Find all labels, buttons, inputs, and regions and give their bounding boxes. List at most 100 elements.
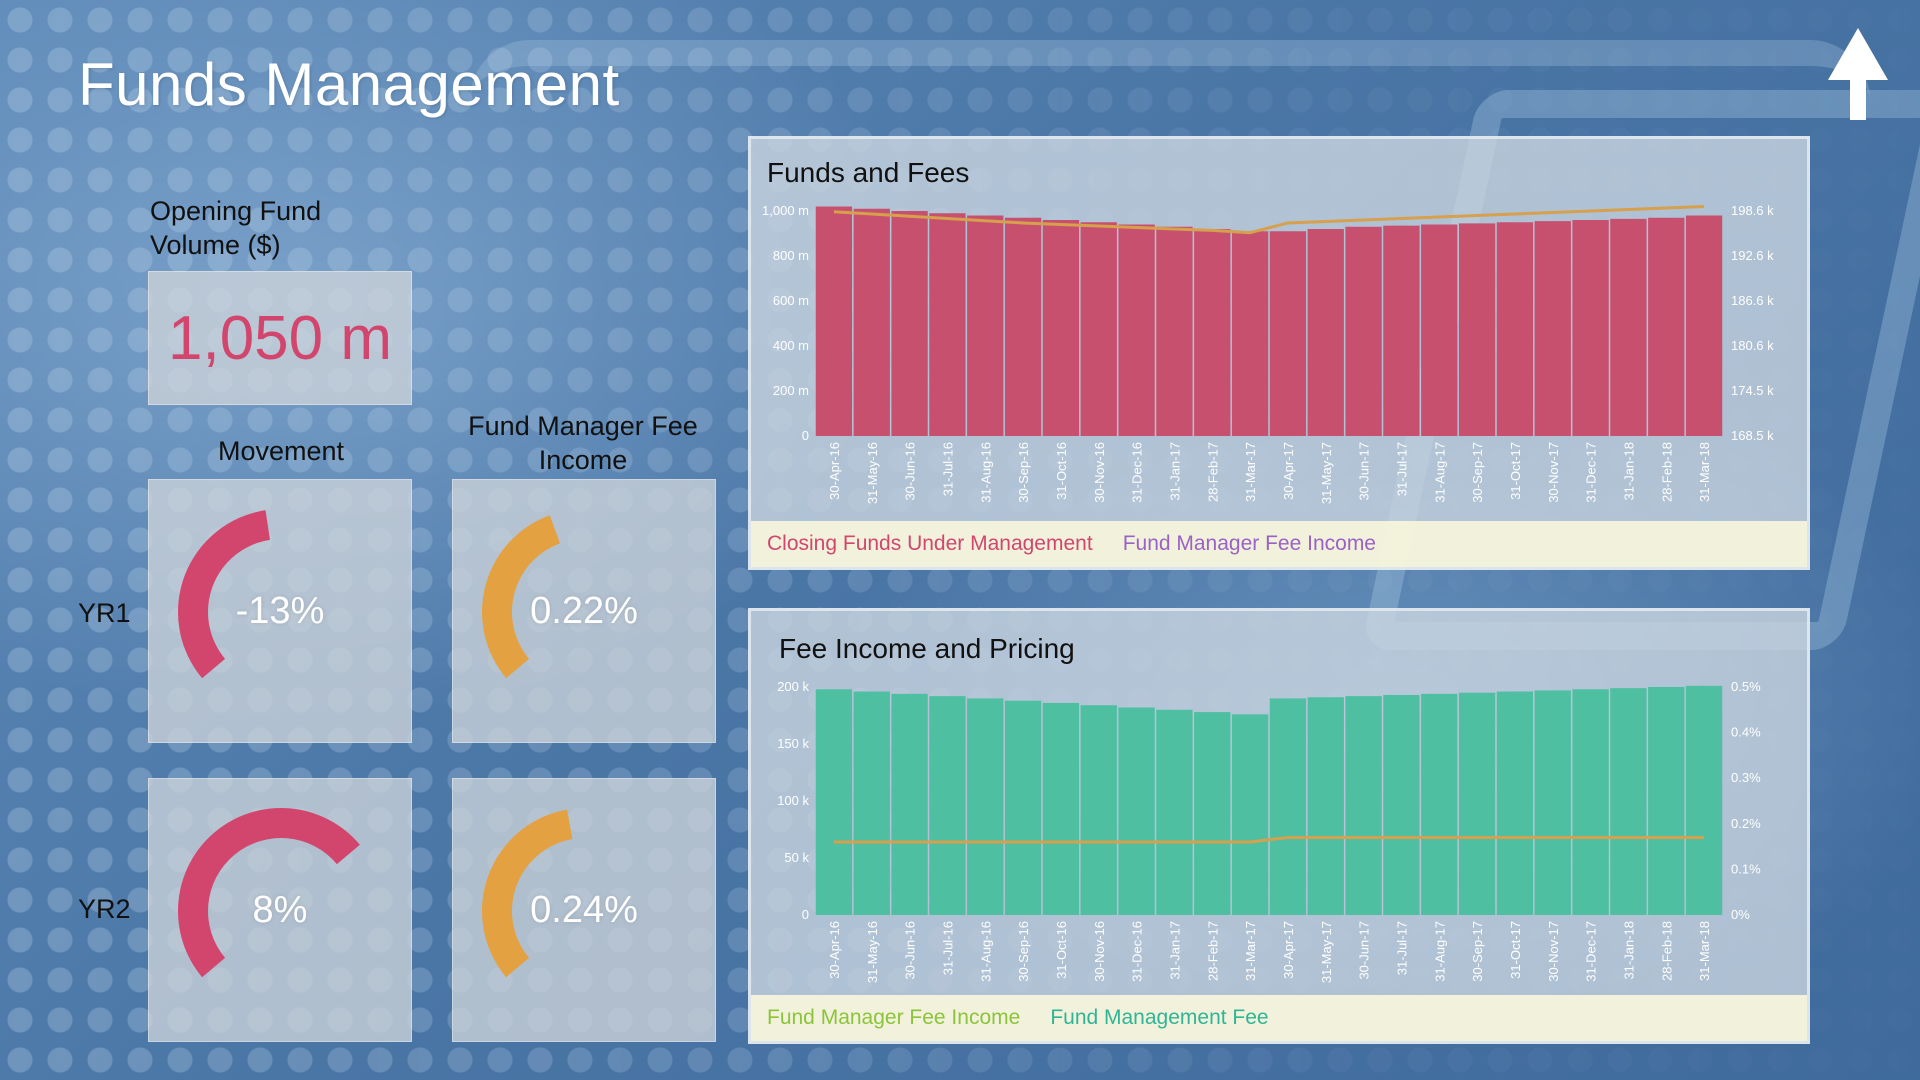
up-arrow-icon[interactable] (1826, 28, 1890, 120)
x-tick-label: 30-Jun-16 (903, 442, 918, 501)
y-tick-label: 100 k (777, 793, 809, 808)
legend-item[interactable]: Fund Manager Fee Income (767, 1006, 1021, 1029)
x-tick-label: 31-Oct-16 (1054, 921, 1069, 979)
bar[interactable] (1345, 696, 1382, 915)
y2-tick-label: 198.6 k (1731, 203, 1774, 218)
bar[interactable] (1269, 698, 1307, 915)
bar[interactable] (1004, 217, 1042, 436)
x-tick-label: 31-May-17 (1319, 921, 1334, 983)
x-tick-label: 31-May-17 (1319, 442, 1334, 504)
y2-tick-label: 180.6 k (1731, 338, 1774, 353)
x-tick-label: 31-Jan-18 (1621, 921, 1636, 980)
bar[interactable] (1648, 217, 1685, 436)
bar[interactable] (1648, 687, 1685, 915)
x-tick-label: 31-Aug-17 (1432, 442, 1447, 503)
bar[interactable] (853, 691, 890, 915)
bar[interactable] (1421, 693, 1458, 915)
bar[interactable] (929, 213, 966, 436)
bar[interactable] (1080, 222, 1117, 436)
bar[interactable] (1383, 694, 1420, 915)
bar[interactable] (1194, 712, 1231, 915)
x-tick-label: 31-Jul-17 (1394, 921, 1409, 975)
bar[interactable] (1307, 229, 1344, 436)
x-tick-label: 31-Oct-16 (1054, 442, 1069, 500)
movement-gauge-yr1[interactable]: -13% (148, 479, 412, 743)
bar[interactable] (1004, 700, 1042, 915)
funds-and-fees-panel[interactable]: 0 200 m 400 m 600 m 800 m 1,000 m 168.5 k 174.5… (748, 136, 1810, 570)
bar[interactable] (1118, 707, 1155, 915)
bar[interactable] (853, 208, 890, 436)
chart-legend: Closing Funds Under Management Fund Mana… (751, 521, 1807, 567)
bar[interactable] (1307, 697, 1344, 915)
bar[interactable] (1685, 215, 1723, 437)
x-tick-label: 30-Apr-17 (1281, 442, 1296, 500)
chart-legend: Fund Manager Fee Income Fund Management … (751, 995, 1807, 1041)
bar[interactable] (1080, 705, 1117, 915)
legend-item[interactable]: Fund Management Fee (1050, 1006, 1269, 1029)
x-tick-label: 30-Sep-16 (1016, 921, 1031, 982)
bar[interactable] (815, 206, 853, 437)
movement-gauge-arc (178, 808, 360, 978)
movement-gauge-value: -13% (235, 589, 325, 632)
movement-gauge-yr2[interactable]: 8% (148, 778, 412, 1042)
fee-income-and-pricing-panel[interactable]: 0 50 k 100 k 150 k 200 k 0% 0.1% 0.2% 0.3% 0.4% 0.… (748, 608, 1810, 1044)
x-tick-label: 28-Feb-17 (1205, 442, 1220, 502)
bar[interactable] (1156, 226, 1193, 436)
bar[interactable] (1156, 709, 1193, 915)
y2-tick-label: 168.5 k (1731, 428, 1774, 443)
background-decoration (470, 40, 1870, 300)
bar[interactable] (1118, 224, 1155, 437)
bar[interactable] (1194, 229, 1231, 436)
x-tick-label: 30-Nov-16 (1092, 921, 1107, 982)
bar[interactable] (1042, 220, 1080, 436)
fee-income-gauge-yr1[interactable]: 0.22% (452, 479, 716, 743)
bar[interactable] (1496, 691, 1534, 915)
x-tick-label: 30-Jun-17 (1357, 442, 1372, 501)
fee-income-label: Fund Manager Fee Income (468, 411, 698, 475)
chart-title: Funds and Fees (767, 157, 970, 188)
bar[interactable] (1231, 714, 1269, 915)
gauge-arc (482, 809, 573, 978)
bar[interactable] (1345, 226, 1382, 436)
bar[interactable] (815, 689, 853, 915)
bar[interactable] (1383, 225, 1420, 436)
y2-tick-label: 0.3% (1731, 770, 1761, 785)
opening-fund-volume-value: 1,050 m (167, 303, 393, 373)
bar[interactable] (1458, 692, 1496, 915)
bar[interactable] (891, 693, 928, 915)
x-tick-label: 31-Mar-17 (1243, 921, 1258, 981)
bar[interactable] (1421, 224, 1458, 437)
bar[interactable] (1496, 222, 1534, 436)
x-tick-label: 30-Jun-16 (903, 921, 918, 980)
bar[interactable] (929, 696, 966, 915)
page-title: Funds Management (78, 51, 620, 118)
bar[interactable] (1685, 685, 1723, 915)
bar[interactable] (1610, 218, 1647, 436)
bar[interactable] (1610, 688, 1647, 915)
fee-income-gauge-arc (482, 515, 561, 679)
bar[interactable] (1572, 220, 1609, 436)
y2-tick-label: 186.6 k (1731, 293, 1774, 308)
bar[interactable] (891, 211, 928, 436)
bar[interactable] (1042, 702, 1080, 915)
x-tick-label: 30-Nov-16 (1092, 442, 1107, 503)
fee-income-and-pricing-chart: 0 50 k 100 k 150 k 200 k 0% 0.1% 0.2% 0.3% 0.4% 0.… (777, 679, 1761, 983)
y2-tick-label: 0% (1731, 907, 1750, 922)
bar[interactable] (1269, 231, 1307, 436)
x-tick-label: 30-Sep-17 (1470, 921, 1485, 982)
bar[interactable] (1231, 231, 1269, 436)
bar[interactable] (1534, 221, 1571, 436)
bar[interactable] (967, 215, 1004, 437)
x-tick-label: 31-Jan-18 (1621, 442, 1636, 501)
bar[interactable] (1458, 223, 1496, 436)
legend-item[interactable]: Fund Manager Fee Income (1122, 532, 1376, 555)
y-tick-label: 200 m (773, 383, 809, 398)
bar[interactable] (1534, 690, 1571, 915)
legend-item[interactable]: Closing Funds Under Management (767, 532, 1093, 555)
fee-income-gauge-yr2[interactable]: 0.24% (452, 778, 716, 1042)
bar[interactable] (1572, 689, 1609, 915)
opening-fund-volume-tile[interactable]: 1,050 m (148, 271, 412, 405)
x-tick-label: 31-Mar-18 (1697, 921, 1712, 981)
x-tick-label: 30-Apr-16 (827, 921, 842, 979)
bar[interactable] (967, 698, 1004, 915)
